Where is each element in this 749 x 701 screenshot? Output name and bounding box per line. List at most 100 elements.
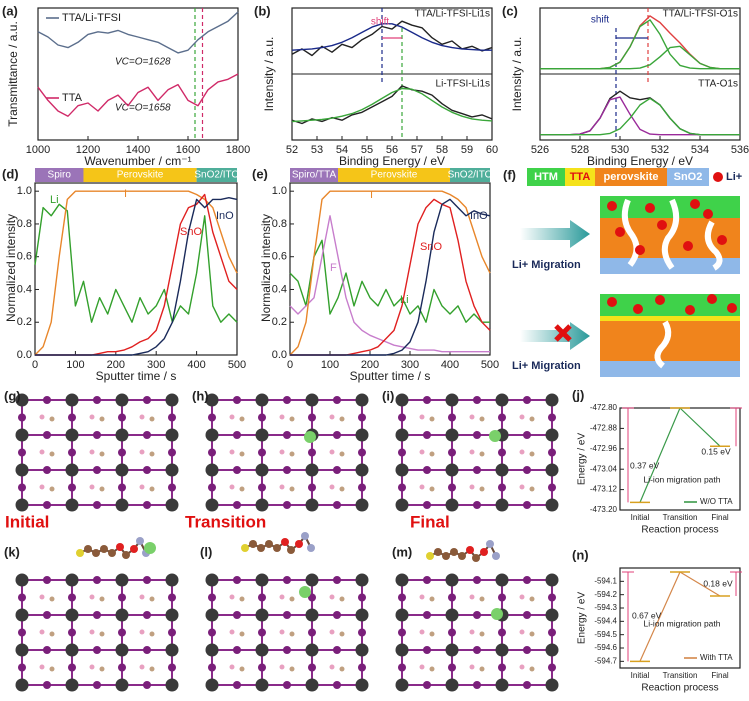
iodine-atom — [448, 628, 456, 637]
iodine-atom — [448, 413, 456, 422]
stage-label: Final — [410, 512, 450, 531]
x-tick-label: Final — [711, 513, 729, 522]
lead-atom — [65, 498, 79, 512]
iodine-atom — [333, 396, 341, 404]
organic-atom — [329, 484, 335, 490]
organic-atom — [279, 484, 285, 490]
organic-atom — [529, 486, 535, 492]
y-tick-label: -594.4 — [594, 616, 617, 625]
organic-atom — [419, 449, 425, 455]
series-label: I — [124, 188, 127, 200]
organic-atom — [289, 451, 295, 457]
organic-atom — [229, 449, 235, 455]
organic-atom — [419, 484, 425, 490]
lead-atom — [445, 428, 459, 442]
x-tick-label: 500 — [228, 359, 246, 371]
x-tick-label: 300 — [401, 359, 419, 371]
iodine-atom — [233, 501, 241, 509]
organic-atom — [519, 449, 525, 455]
molecule-atom — [301, 532, 309, 540]
y-tick-label: -473.20 — [590, 505, 618, 514]
iodine-atom — [548, 483, 556, 492]
lead-atom — [15, 573, 29, 587]
x-tick-label: Initial — [631, 671, 650, 680]
lead-atom — [545, 678, 559, 692]
y-tick-label: 1.0 — [17, 185, 32, 197]
iodine-atom — [143, 466, 151, 474]
iodine-atom — [208, 593, 216, 602]
annotation: TTA/Li-TFSI-Li1s — [415, 9, 490, 20]
x-tick-label: 534 — [691, 144, 709, 156]
organic-atom — [99, 486, 105, 492]
organic-atom — [49, 486, 55, 492]
lead-atom — [115, 498, 129, 512]
organic-atom — [149, 486, 155, 492]
lead-atom — [65, 608, 79, 622]
lithium-atom — [144, 542, 156, 554]
panel-label: (a) — [2, 3, 18, 18]
organic-atom — [529, 631, 535, 637]
lead-atom — [355, 393, 369, 407]
y-axis-label: Normalized intensity — [259, 214, 273, 322]
iodine-atom — [423, 466, 431, 474]
x-axis-label: Reaction process — [641, 525, 718, 536]
organic-atom — [99, 666, 105, 672]
iodine-atom — [448, 663, 456, 672]
molecule-atom — [307, 544, 315, 552]
x-tick-label: 528 — [571, 144, 589, 156]
lead-atom — [255, 428, 269, 442]
organic-atom — [339, 596, 345, 602]
organic-atom — [429, 596, 435, 602]
panel-label: (l) — [200, 544, 212, 559]
organic-atom — [329, 594, 335, 600]
iodine-atom — [18, 413, 26, 422]
lead-atom — [355, 573, 369, 587]
iodine-atom — [143, 396, 151, 404]
organic-atom — [479, 416, 485, 422]
arrow — [520, 322, 590, 350]
series-line — [291, 20, 493, 57]
panel-label: (k) — [4, 544, 20, 559]
layer-label: Spiro/TTA — [292, 170, 337, 181]
legend-ion — [713, 172, 723, 182]
organic-atom — [99, 451, 105, 457]
lead-atom — [15, 678, 29, 692]
iodine-atom — [233, 396, 241, 404]
layer-label: Perovskite — [117, 170, 164, 181]
iodine-atom — [168, 628, 176, 637]
series-line — [35, 193, 238, 356]
y-tick-label: 0.2 — [272, 316, 287, 328]
x-axis-label: Binding Energy / eV — [339, 154, 445, 168]
lead-atom — [395, 498, 409, 512]
organic-atom — [519, 484, 525, 490]
organic-atom — [139, 664, 145, 670]
marker-label: VC=O=1628 — [115, 57, 171, 68]
iodine-atom — [308, 663, 316, 672]
x-tick-label: 500 — [481, 359, 499, 371]
iodine-atom — [68, 483, 76, 492]
lead-atom — [65, 393, 79, 407]
lead-atom — [165, 678, 179, 692]
organic-atom — [39, 594, 45, 600]
iodine-atom — [498, 663, 506, 672]
lead-atom — [255, 643, 269, 657]
iodine-atom — [398, 483, 406, 492]
organic-atom — [279, 449, 285, 455]
panel-label: (h) — [192, 388, 209, 403]
lead-atom — [445, 463, 459, 477]
x-tick-label: 0 — [287, 359, 293, 371]
iodine-atom — [548, 413, 556, 422]
iodine-atom — [448, 483, 456, 492]
organic-atom — [289, 631, 295, 637]
lead-atom — [495, 393, 509, 407]
series-line — [290, 198, 491, 356]
iodine-atom — [498, 448, 506, 457]
lead-atom — [395, 393, 409, 407]
lead-atom — [445, 608, 459, 622]
x-tick-label: 58 — [436, 144, 448, 156]
x-tick-label: 532 — [651, 144, 669, 156]
panel-label: (j) — [572, 387, 584, 402]
y-axis-label: Energy / eV — [577, 592, 588, 645]
layer-label: SnO2/ITO — [194, 170, 239, 181]
iodine-atom — [423, 681, 431, 689]
